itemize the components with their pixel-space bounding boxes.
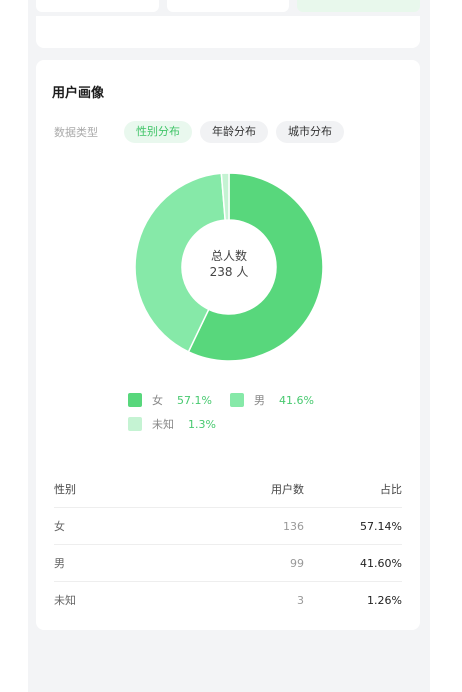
row-share: 57.14% [360, 519, 402, 533]
tab-user-trend[interactable]: 用户趋势 [166, 0, 290, 12]
row-gender: 未知 [54, 594, 76, 607]
user-profile-card: 用户画像 数据类型 性别分布 年龄分布 城市分布 总人数 238 人 女 57.… [36, 60, 420, 630]
legend-label-male: 男 [253, 394, 265, 407]
header-users: 用户数 [271, 482, 304, 496]
row-gender: 男 [54, 557, 65, 570]
chart-legend: 女 57.1% 男 41.6% 未知 1.3% [128, 388, 368, 436]
table-row: 女 136 57.14% [54, 507, 402, 544]
row-share: 1.26% [367, 593, 402, 607]
table-row: 男 99 41.60% [54, 544, 402, 581]
legend-row-2: 未知 1.3% [128, 412, 368, 436]
row-gender: 女 [54, 520, 65, 533]
tab-user-profile[interactable]: 用户画像 [297, 0, 421, 12]
donut-chart: 总人数 238 人 [134, 172, 324, 362]
total-label: 总人数 [210, 249, 247, 263]
chip-age[interactable]: 年龄分布 [200, 121, 268, 143]
row-users: 99 [290, 556, 304, 570]
legend-item-unknown[interactable]: 未知 1.3% [128, 416, 216, 432]
header-gender: 性别 [54, 482, 76, 496]
phone-screen: 用户概况 用户趋势 用户画像 用户画像 数据类型 性别分布 年龄分布 城市分布 … [28, 0, 430, 692]
legend-label-female: 女 [152, 394, 163, 407]
row-share: 41.60% [360, 556, 402, 570]
legend-label-unknown: 未知 [152, 418, 174, 431]
donut-slice-unknown[interactable] [220, 172, 230, 221]
legend-pct-male: 41.6% [278, 393, 314, 407]
donut-svg [134, 172, 324, 362]
donut-center: 总人数 238 人 [134, 248, 324, 280]
data-type-filter: 数据类型 性别分布 年龄分布 城市分布 [54, 121, 352, 143]
chip-city[interactable]: 城市分布 [276, 121, 344, 143]
legend-swatch-female [128, 393, 142, 407]
row-users: 136 [283, 519, 304, 533]
row-users: 3 [297, 593, 304, 607]
tab-user-overview[interactable]: 用户概况 [36, 0, 159, 12]
table-header: 性别 用户数 占比 [54, 470, 402, 507]
donut-slice-male[interactable] [134, 172, 226, 353]
top-tabbar: 用户概况 用户趋势 用户画像 [36, 0, 421, 12]
total-value: 238 人 [209, 265, 249, 279]
table-row: 未知 3 1.26% [54, 581, 402, 618]
card-title: 用户画像 [52, 86, 105, 101]
filter-label: 数据类型 [54, 126, 98, 139]
previous-card [36, 16, 420, 48]
legend-item-male[interactable]: 男 41.6% [229, 392, 314, 408]
legend-row-1: 女 57.1% 男 41.6% [128, 388, 368, 412]
legend-pct-unknown: 1.3% [188, 417, 216, 431]
donut-slice-female[interactable] [187, 172, 324, 362]
gender-table: 性别 用户数 占比 女 136 57.14% 男 99 41.60% 未知 3 … [54, 470, 402, 618]
legend-swatch-male [229, 393, 244, 407]
header-share: 占比 [380, 482, 402, 496]
legend-item-female[interactable]: 女 57.1% [128, 392, 212, 408]
legend-pct-female: 57.1% [177, 393, 212, 407]
legend-swatch-unknown [128, 417, 142, 431]
chip-gender[interactable]: 性别分布 [124, 121, 192, 143]
